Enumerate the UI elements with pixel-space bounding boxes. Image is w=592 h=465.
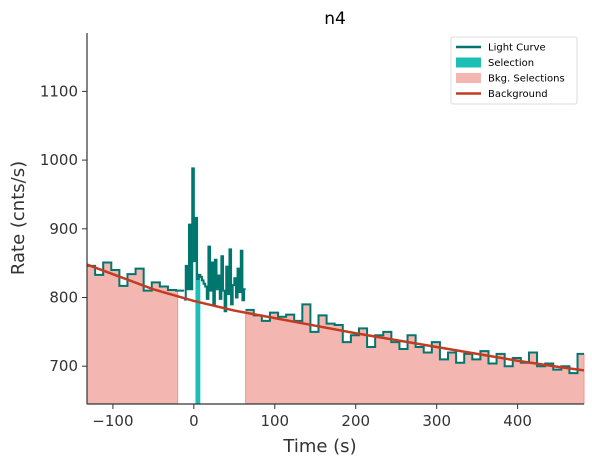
x-axis-ticks: −100 0 100 200 300 400 bbox=[92, 404, 532, 430]
background-series bbox=[86, 263, 585, 372]
y-tick-label: 1100 bbox=[40, 82, 78, 100]
x-tick-label: 200 bbox=[341, 412, 370, 430]
x-tick-label: −100 bbox=[92, 412, 133, 430]
x-tick-label: 300 bbox=[422, 412, 451, 430]
bkg-selections bbox=[86, 261, 585, 405]
legend-label: Light Curve bbox=[488, 43, 546, 54]
background-line bbox=[86, 263, 585, 372]
y-axis-title: Rate (cnts/s) bbox=[8, 161, 29, 275]
y-tick-label: 900 bbox=[49, 220, 78, 238]
light-curve-line-burst bbox=[184, 167, 246, 313]
bkg-selection-area-2 bbox=[245, 303, 585, 405]
legend-swatch bbox=[456, 57, 481, 68]
x-tick-label: 0 bbox=[189, 412, 199, 430]
light-curve-line-pre bbox=[87, 261, 185, 292]
legend-swatch bbox=[456, 73, 481, 83]
light-curve-line-post bbox=[245, 303, 584, 375]
legend-frame bbox=[450, 36, 578, 105]
y-tick-label: 1000 bbox=[40, 151, 78, 169]
legend-label: Bkg. Selections bbox=[488, 74, 565, 85]
x-axis-title: Time (s) bbox=[282, 436, 356, 457]
x-tick-label: 100 bbox=[260, 412, 289, 430]
light-curve-series bbox=[87, 167, 584, 375]
x-tick-label: 400 bbox=[503, 412, 532, 430]
bkg-selection-area-1 bbox=[86, 261, 179, 405]
y-tick-label: 800 bbox=[49, 289, 78, 307]
y-tick-label: 700 bbox=[49, 357, 78, 375]
chart-title: n4 bbox=[324, 9, 346, 29]
legend-label: Selection bbox=[488, 58, 534, 69]
legend-label: Background bbox=[488, 89, 548, 100]
y-axis-ticks: 700 800 900 1000 1100 bbox=[40, 82, 87, 375]
legend: Light Curve Selection Bkg. Selections Backg… bbox=[450, 36, 578, 105]
